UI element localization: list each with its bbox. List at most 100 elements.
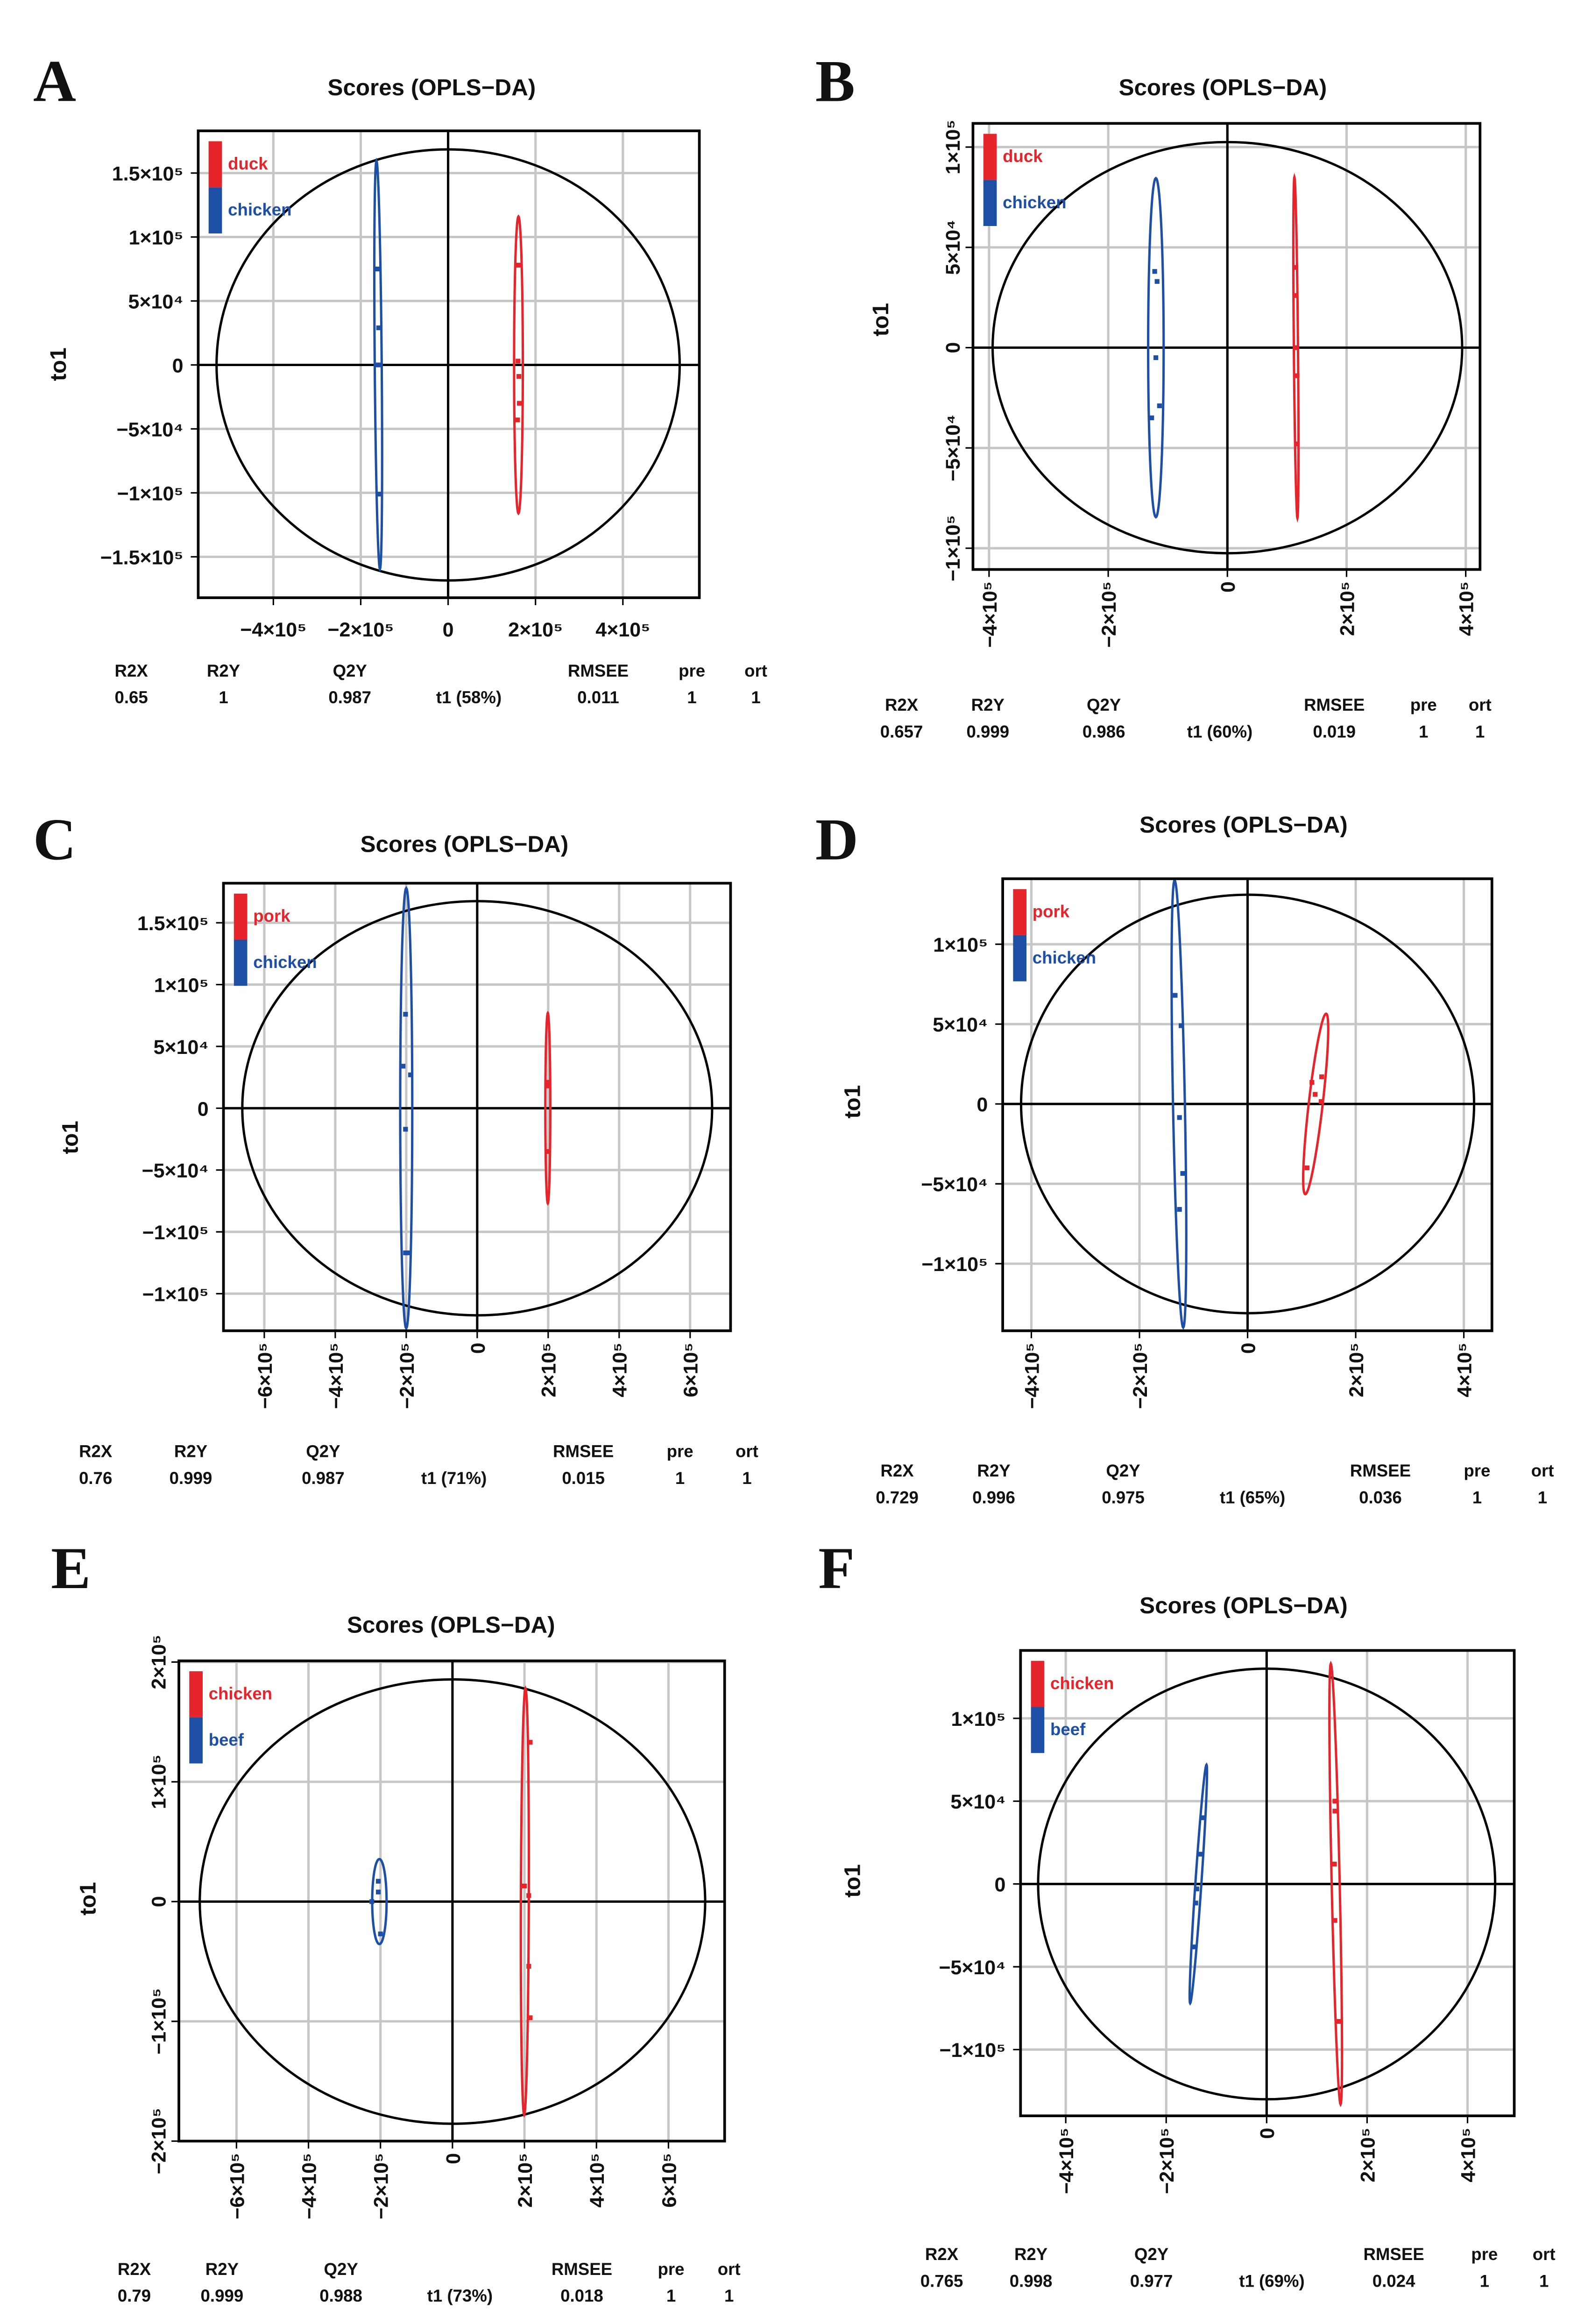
stat-header-q2y: Q2Y [306, 1442, 340, 1461]
plot-frame [971, 122, 1482, 571]
x-tick-label: 4×10⁵ [595, 619, 650, 641]
y-tick-label: 1×10⁵ [148, 1754, 170, 1809]
stat-value-r2x: 0.657 [880, 722, 923, 741]
data-point-chicken [376, 492, 382, 497]
y-tick-label: 1×10⁵ [951, 1708, 1006, 1731]
panel-letter: D [815, 806, 858, 873]
y-axis-label: to1 [869, 303, 893, 337]
stat-value-q2y: 0.977 [1130, 2271, 1173, 2290]
data-point-chicken [1177, 1115, 1182, 1120]
stat-value-r2x: 0.76 [79, 1469, 112, 1488]
stat-value-rmsee: 0.019 [1313, 722, 1356, 741]
data-point-chicken [375, 266, 380, 272]
stat-value-ort: 1 [742, 1469, 751, 1488]
data-point-duck [1295, 441, 1300, 446]
stat-header-rmsee: RMSEE [568, 661, 629, 680]
data-point-beef [375, 1889, 381, 1894]
legend-label-chicken: chicken [1033, 948, 1096, 967]
panel-letter: C [33, 806, 76, 873]
data-point-chicken [1332, 1861, 1337, 1867]
legend-label-duck: duck [1003, 147, 1043, 166]
stat-header-q2y: Q2Y [1087, 695, 1121, 714]
stat-value-rmsee: 0.036 [1359, 1488, 1402, 1507]
y-tick-label: 0 [198, 1098, 209, 1120]
y-tick-label: −5×10⁴ [942, 415, 964, 481]
legend-label-chicken: chicken [209, 1684, 272, 1703]
data-point-pork [1309, 1080, 1315, 1085]
data-point-chicken [1179, 1023, 1184, 1028]
stat-header-rmsee: RMSEE [1350, 1461, 1411, 1480]
group-ellipse-chicken [1170, 878, 1188, 1330]
stat-value-rmsee: 0.015 [562, 1469, 605, 1488]
legend-label-pork: pork [253, 906, 290, 925]
plot-area [223, 883, 731, 1331]
y-tick-label: −1×10⁵ [142, 1222, 209, 1244]
stat-header-q2y: Q2Y [333, 661, 367, 680]
stat-value-pre: 1 [1480, 2271, 1489, 2290]
data-point-duck [515, 417, 520, 423]
x-axis-label: t1 (60%) [1187, 722, 1252, 741]
data-point-duck [1294, 345, 1299, 350]
x-tick-label: 2×10⁵ [1345, 1342, 1368, 1397]
stat-value-ort: 1 [724, 2286, 734, 2305]
stat-value-r2y: 0.998 [1010, 2271, 1053, 2290]
stat-header-rmsee: RMSEE [552, 2260, 612, 2279]
y-tick-label: 1×10⁵ [933, 934, 988, 956]
stat-header-pre: pre [1410, 695, 1437, 714]
plot-area [1020, 1650, 1514, 2116]
stat-header-rmsee: RMSEE [1363, 2245, 1424, 2264]
data-point-chicken [528, 1740, 533, 1745]
stat-value-pre: 1 [1419, 722, 1428, 741]
stat-value-rmsee: 0.018 [560, 2286, 603, 2305]
x-tick-label: −4×10⁵ [240, 619, 306, 641]
legend-swatch-chicken [1013, 935, 1027, 982]
stat-value-r2x: 0.729 [876, 1488, 919, 1507]
y-tick-label: −2×10⁵ [148, 2108, 170, 2174]
x-tick-label: 2×10⁵ [1336, 581, 1359, 636]
stat-header-r2x: R2X [118, 2260, 151, 2279]
stat-value-pre: 1 [675, 1469, 685, 1488]
y-tick-label: −1×10⁵ [148, 1988, 170, 2055]
stat-value-ort: 1 [1538, 1488, 1547, 1507]
group-ellipse-duck [513, 214, 524, 516]
legend-label-chicken: chicken [1050, 1674, 1114, 1693]
legend-label-duck: duck [228, 154, 268, 173]
x-axis-label: t1 (65%) [1220, 1488, 1285, 1507]
data-point-chicken [1332, 1918, 1337, 1923]
stat-header-r2x: R2X [880, 1461, 914, 1480]
y-tick-label: 1×10⁵ [129, 227, 184, 249]
stat-value-pre: 1 [687, 688, 696, 707]
x-tick-label: −2×10⁵ [396, 1342, 418, 1409]
stat-header-ort: ort [736, 1442, 758, 1461]
y-tick-label: −5×10⁴ [142, 1160, 209, 1182]
group-ellipse-pork [544, 1010, 552, 1206]
group-ellipse-chicken [519, 1685, 530, 2118]
y-tick-label: 5×10⁴ [950, 1791, 1005, 1813]
data-point-chicken [1332, 1808, 1337, 1814]
data-point-chicken [1154, 279, 1160, 284]
data-point-beef [1191, 1944, 1196, 1950]
stat-value-ort: 1 [1475, 722, 1485, 741]
data-point-duck [1293, 265, 1299, 270]
x-tick-label: 4×10⁵ [1453, 1342, 1476, 1397]
stat-value-r2x: 0.79 [118, 2286, 151, 2305]
data-point-chicken [528, 2015, 533, 2020]
data-point-duck [1295, 373, 1300, 378]
stat-value-rmsee: 0.011 [577, 688, 619, 707]
legend-swatch-duck [983, 134, 997, 180]
stat-header-pre: pre [1464, 1461, 1490, 1480]
stat-header-ort: ort [1531, 1461, 1554, 1480]
data-point-chicken [1157, 403, 1162, 409]
y-axis-label: to1 [46, 347, 71, 381]
x-tick-label: −6×10⁵ [254, 1342, 276, 1409]
legend-swatch-chicken [208, 187, 222, 233]
data-point-duck [516, 359, 521, 364]
panel-letter: A [33, 48, 76, 114]
data-point-chicken [1173, 993, 1178, 998]
x-axis-label: t1 (69%) [1239, 2271, 1304, 2290]
x-tick-label: 0 [442, 2153, 465, 2164]
x-tick-label: −4×10⁵ [979, 581, 1001, 648]
legend-swatch-chicken [983, 180, 997, 226]
stat-header-pre: pre [679, 661, 705, 680]
